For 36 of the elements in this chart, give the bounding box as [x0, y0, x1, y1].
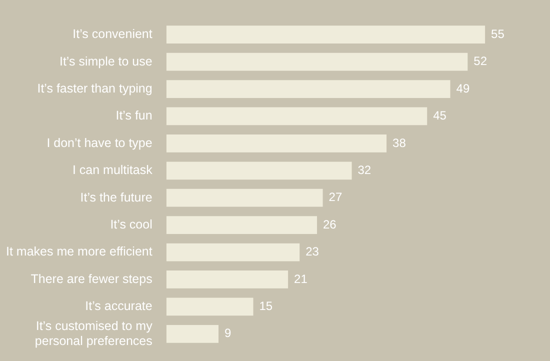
data-label: 9 [224, 326, 232, 340]
bar [166, 134, 387, 152]
data-label: 32 [358, 162, 372, 177]
bar [166, 270, 288, 288]
data-label: 27 [328, 190, 342, 204]
y-tick-label: It’s the future [80, 190, 152, 204]
y-tick-label: I can multitask [72, 163, 154, 178]
data-label: 38 [392, 136, 406, 150]
data-label: 26 [323, 217, 337, 232]
y-tick-label: It’s fun [116, 108, 152, 123]
bar [166, 80, 450, 98]
data-label: 23 [306, 244, 320, 259]
data-label: 55 [491, 26, 505, 41]
data-label: 21 [294, 272, 308, 286]
y-tick-label: It’s convenient [72, 27, 153, 42]
data-label: 52 [474, 54, 488, 68]
y-tick-label: It’s faster than typing [37, 81, 152, 96]
y-tick-label: It’s accurate [85, 299, 152, 314]
data-label: 15 [259, 299, 273, 313]
bar [166, 188, 323, 207]
bar [166, 243, 300, 262]
bar [166, 162, 352, 180]
bar [166, 298, 254, 316]
y-tick-label: It’s customised to my personal preferences [34, 318, 154, 348]
bar [166, 26, 486, 44]
bar [166, 52, 468, 71]
y-tick-label: It’s cool [110, 218, 152, 232]
bar [166, 324, 218, 343]
y-tick-label: There are fewer steps [30, 272, 152, 286]
y-tick-label: I don’t have to type [46, 136, 152, 150]
y-tick-label: It makes me more efficient [6, 244, 153, 259]
bar [166, 107, 428, 126]
data-label: 49 [456, 81, 470, 96]
y-tick-label: It’s simple to use [59, 54, 152, 68]
data-label: 45 [433, 108, 447, 123]
bar [166, 216, 317, 234]
